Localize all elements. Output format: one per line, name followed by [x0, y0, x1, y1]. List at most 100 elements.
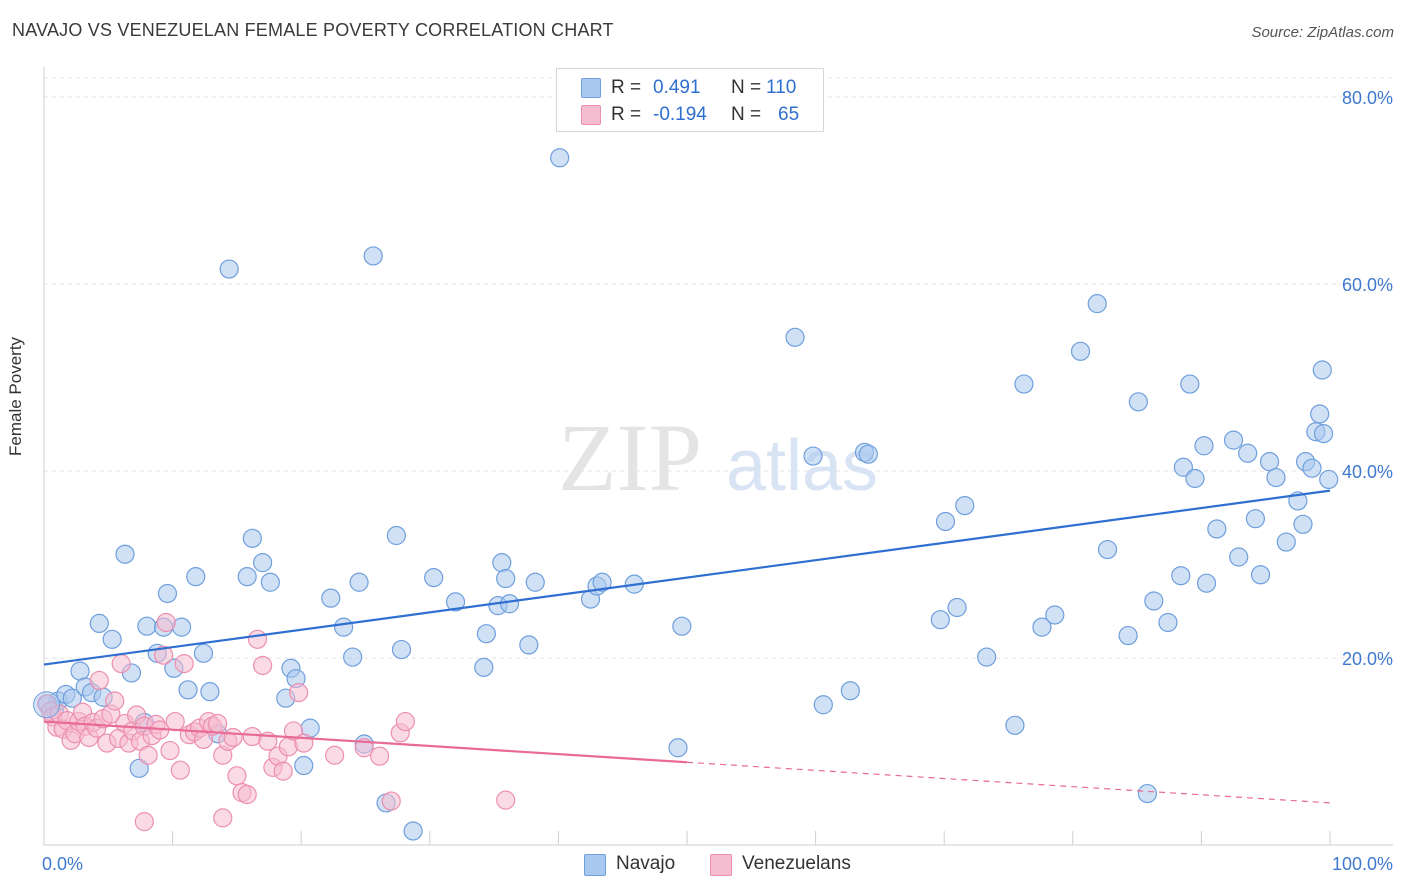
navajo-point [403, 821, 423, 841]
venezuelans-trend-line-dashed [686, 761, 1331, 804]
source-label: Source: ZipAtlas.com [1251, 24, 1394, 41]
venezuelans-point [170, 760, 190, 780]
legend-n-label: N = [731, 104, 762, 125]
navajo-point [492, 553, 512, 573]
navajo-point [62, 688, 82, 708]
bottom-legend-label: Venezuelans [742, 853, 851, 874]
venezuelans-point [111, 654, 131, 674]
navajo-point [391, 639, 412, 660]
navajo-point [349, 572, 369, 592]
navajo-point [496, 568, 516, 589]
navajo-point [1137, 783, 1157, 804]
navajo-point [33, 691, 61, 719]
navajo-point [785, 327, 805, 347]
watermark-zip: ZIP [558, 404, 702, 511]
venezuelans-point [237, 784, 257, 805]
navajo-point [930, 610, 950, 630]
legend-n-label: N = [731, 77, 762, 98]
venezuelans-point [153, 645, 174, 665]
venezuelans-point [370, 746, 390, 766]
navajo-point [1312, 360, 1332, 380]
venezuelans-point [247, 629, 268, 649]
navajo-point [1014, 374, 1034, 394]
navajo-point [1229, 547, 1249, 567]
navajo-point [129, 758, 149, 778]
trend-lines [43, 489, 1331, 804]
navajo-point [550, 148, 570, 168]
navajo-point [294, 755, 314, 776]
navajo-point [1319, 469, 1339, 490]
navajo-point [242, 528, 262, 548]
navajo-point [1185, 468, 1205, 489]
navajo-point [499, 594, 520, 614]
y-tick-label: 60.0% [1342, 275, 1393, 295]
navajo-point [935, 511, 956, 532]
navajo-point [115, 544, 135, 564]
venezuelans-trend-line [43, 720, 688, 764]
navajo-point [260, 572, 280, 592]
watermark: ZIP atlas [558, 404, 878, 511]
tick-labels: 20.0% 40.0% 60.0% 80.0% 0.0% 100.0% [42, 88, 1393, 874]
navajo-point [1276, 532, 1296, 552]
venezuelans-point [223, 727, 243, 748]
navajo-point [200, 682, 220, 702]
data-points [33, 148, 1339, 841]
navajo-point [1238, 443, 1258, 463]
navajo-point [1266, 467, 1286, 488]
navajo-point [253, 553, 273, 573]
navajo-point [386, 525, 406, 546]
navajo-point [334, 617, 354, 637]
x-tick-label: 100.0% [1332, 854, 1393, 874]
navajo-point [1180, 374, 1200, 394]
navajo-point [947, 597, 967, 618]
navajo-point [321, 588, 341, 608]
navajo-swatch [581, 78, 601, 98]
series-venezuelans [36, 612, 516, 832]
navajo-point [1118, 625, 1138, 646]
navajo-point [1194, 436, 1214, 456]
navajo-point [1005, 715, 1025, 735]
navajo-point [237, 567, 257, 587]
venezuelans-swatch [710, 854, 732, 876]
venezuelans-point [253, 655, 273, 676]
navajo-point [1223, 430, 1244, 450]
navajo-point [70, 661, 90, 681]
navajo-point [1196, 573, 1217, 593]
navajo-point [476, 624, 496, 644]
navajo-trend-line [43, 489, 1331, 666]
x-tick-label: 0.0% [42, 854, 83, 874]
venezuelans-point [496, 790, 516, 810]
navajo-point [474, 657, 494, 677]
navajo-point [840, 681, 860, 701]
venezuelans-point [165, 711, 185, 732]
legend-r-label: R = [611, 104, 642, 125]
venezuelans-point [138, 745, 158, 765]
navajo-point [424, 567, 444, 588]
navajo-point [1144, 591, 1164, 611]
navajo-point [157, 583, 178, 604]
navajo-point [668, 738, 688, 758]
navajo-point [186, 567, 206, 587]
navajo-point [1128, 392, 1148, 412]
watermark-atlas: atlas [726, 426, 878, 506]
correlation-legend: R = 0.491 N = 110 R = -0.194 N = 65 [556, 68, 824, 132]
venezuelans-point [289, 682, 309, 703]
navajo-point [1250, 565, 1271, 585]
legend-r-label: R = [611, 77, 642, 98]
venezuelans-point [208, 713, 228, 734]
venezuelans-point [273, 761, 293, 781]
navajo-point [1313, 424, 1334, 444]
navajo-point [445, 592, 466, 612]
navajo-point [1097, 539, 1118, 560]
venezuelans-point [174, 654, 194, 674]
navajo-point [672, 616, 692, 636]
venezuelans-point [395, 711, 415, 732]
venezuelans-point [105, 691, 125, 711]
navajo-point [803, 446, 823, 466]
navajo-point [519, 635, 539, 655]
bottom-legend-label: Navajo [616, 853, 676, 874]
venezuelans-point [213, 808, 233, 828]
legend-n-value: 110 [766, 77, 797, 98]
navajo-point [363, 246, 383, 266]
